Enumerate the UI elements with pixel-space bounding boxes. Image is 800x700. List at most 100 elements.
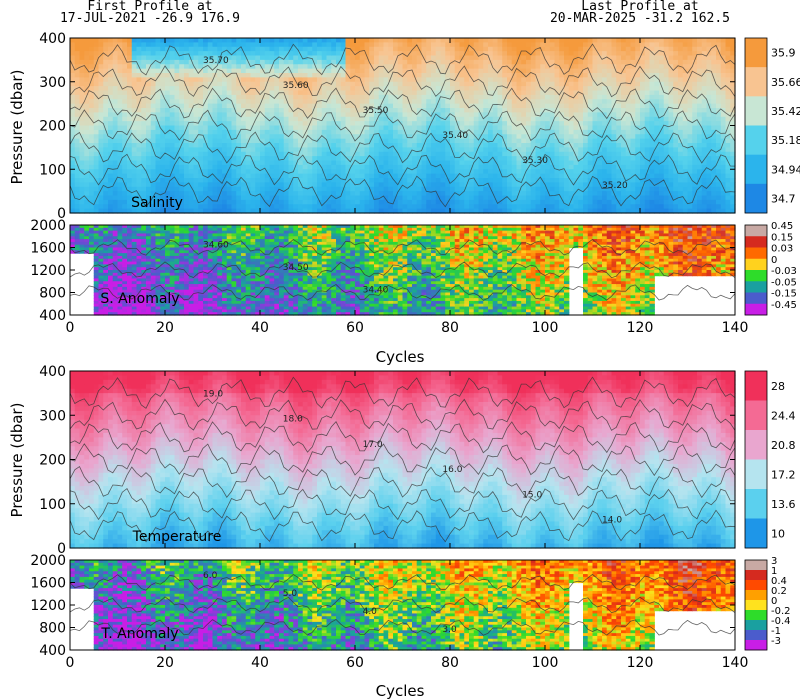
heatmap-cell bbox=[516, 138, 522, 144]
heatmap-cell bbox=[388, 199, 394, 205]
heatmap-cell bbox=[212, 178, 218, 183]
heatmap-cell bbox=[226, 51, 233, 57]
heatmap-cell bbox=[592, 42, 598, 48]
heatmap-cell bbox=[535, 99, 541, 105]
heatmap-cell bbox=[155, 151, 161, 157]
heatmap-cell bbox=[79, 68, 85, 74]
heatmap-cell bbox=[345, 86, 351, 92]
heatmap-cell bbox=[497, 103, 503, 109]
heatmap-cell bbox=[122, 73, 128, 78]
heatmap-cell bbox=[336, 121, 342, 127]
heatmap-cell bbox=[203, 134, 209, 140]
heatmap-cell bbox=[79, 134, 85, 140]
heatmap-cell bbox=[492, 178, 499, 183]
heatmap-cell bbox=[630, 204, 636, 210]
heatmap-cell bbox=[93, 208, 100, 214]
heatmap-cell bbox=[464, 108, 470, 113]
heatmap-cell bbox=[473, 112, 480, 118]
heatmap-cell bbox=[573, 143, 579, 148]
heatmap-cell bbox=[583, 38, 589, 43]
heatmap-cell bbox=[136, 77, 142, 83]
heatmap-cell bbox=[635, 129, 641, 135]
heatmap-cell bbox=[611, 204, 617, 210]
heatmap-cell bbox=[488, 173, 494, 179]
heatmap-cell bbox=[435, 77, 442, 83]
heatmap-cell bbox=[644, 143, 651, 148]
heatmap-cell bbox=[535, 186, 541, 192]
heatmap-cell bbox=[625, 186, 632, 192]
heatmap-cell bbox=[592, 199, 598, 205]
heatmap-cell bbox=[564, 164, 570, 170]
heatmap-cell bbox=[516, 125, 522, 131]
heatmap-cell bbox=[369, 125, 375, 131]
heatmap-cell bbox=[630, 94, 636, 100]
heatmap-cell bbox=[435, 112, 442, 118]
heatmap-cell bbox=[150, 208, 157, 214]
heatmap-cell bbox=[326, 134, 332, 140]
heatmap-cell bbox=[350, 68, 356, 74]
heatmap-cell bbox=[431, 156, 437, 162]
heatmap-cell bbox=[625, 191, 632, 197]
heatmap-cell bbox=[340, 77, 347, 83]
heatmap-cell bbox=[336, 156, 342, 162]
heatmap-cell bbox=[179, 143, 185, 148]
heatmap-cell bbox=[188, 160, 195, 166]
heatmap-cell bbox=[459, 156, 465, 162]
heatmap-cell bbox=[530, 90, 537, 96]
heatmap-cell bbox=[488, 112, 494, 118]
heatmap-cell bbox=[207, 191, 214, 197]
heatmap-cell bbox=[336, 108, 342, 113]
heatmap-cell bbox=[231, 108, 237, 113]
heatmap-cell bbox=[255, 143, 261, 148]
heatmap-cell bbox=[378, 156, 385, 162]
heatmap-cell bbox=[587, 191, 594, 197]
heatmap-cell bbox=[302, 173, 309, 179]
heatmap-cell bbox=[84, 173, 90, 179]
heatmap-cell bbox=[169, 38, 176, 43]
heatmap-cell bbox=[412, 186, 418, 192]
heatmap-cell bbox=[231, 134, 237, 140]
heatmap-cell bbox=[516, 199, 522, 205]
heatmap-cell bbox=[70, 99, 76, 105]
heatmap-cell bbox=[407, 134, 413, 140]
heatmap-cell bbox=[407, 108, 413, 113]
heatmap-cell bbox=[549, 169, 556, 175]
heatmap-cell bbox=[298, 68, 304, 74]
heatmap-cell bbox=[549, 46, 556, 52]
heatmap-cell bbox=[108, 108, 114, 113]
heatmap-cell bbox=[393, 42, 399, 48]
heatmap-cell bbox=[74, 108, 81, 113]
heatmap-cell bbox=[564, 129, 570, 135]
heatmap-cell bbox=[587, 147, 594, 153]
heatmap-cell bbox=[374, 208, 380, 214]
heatmap-cell bbox=[112, 108, 119, 113]
heatmap-cell bbox=[364, 208, 370, 214]
heatmap-cell bbox=[93, 199, 100, 205]
heatmap-cell bbox=[459, 138, 465, 144]
heatmap-cell bbox=[516, 81, 522, 87]
heatmap-cell bbox=[203, 208, 209, 214]
heatmap-cell bbox=[606, 199, 613, 205]
heatmap-cell bbox=[359, 208, 366, 214]
heatmap-cell bbox=[606, 195, 613, 201]
heatmap-cell bbox=[573, 191, 579, 197]
heatmap-cell bbox=[136, 112, 142, 118]
heatmap-cell bbox=[621, 121, 627, 127]
heatmap-cell bbox=[625, 164, 632, 170]
heatmap-cell bbox=[74, 173, 81, 179]
heatmap-cell bbox=[359, 138, 366, 144]
heatmap-cell bbox=[625, 51, 632, 57]
heatmap-cell bbox=[426, 186, 432, 192]
heatmap-cell bbox=[122, 68, 128, 74]
heatmap-cell bbox=[616, 173, 622, 179]
heatmap-cell bbox=[117, 195, 123, 201]
heatmap-cell bbox=[255, 178, 261, 183]
heatmap-cell bbox=[440, 68, 446, 74]
heatmap-cell bbox=[573, 199, 579, 205]
heatmap-cell bbox=[540, 121, 546, 127]
heatmap-cell bbox=[421, 51, 427, 57]
heatmap-cell bbox=[583, 112, 589, 118]
heatmap-cell bbox=[321, 182, 328, 188]
heatmap-cell bbox=[616, 151, 622, 157]
heatmap-cell bbox=[74, 73, 81, 78]
